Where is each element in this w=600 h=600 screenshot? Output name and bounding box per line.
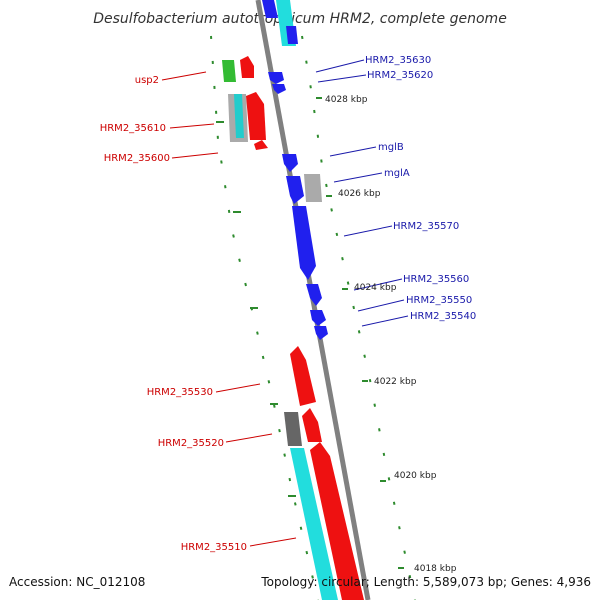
left-tick-track [210,35,319,600]
gene-hrm2-35530 [290,346,316,406]
gene-mglb [282,154,298,172]
gene-rna [290,448,338,600]
leader-line [171,152,219,159]
leader-line [161,71,207,81]
leader-line [353,278,403,291]
gene-hrm2-35570 [292,206,316,280]
gene-label: HRM2_35540 [410,311,476,322]
gene-hrm2-35600 [254,140,268,150]
gene-label: usp2 [135,75,159,86]
gene-label: mglB [378,142,404,153]
gene-hrm2-35540 [314,326,328,340]
major-ticks [216,97,404,569]
leader-line [361,315,409,327]
gene-label: HRM2_35520 [158,438,224,449]
left-leader-lines [161,71,297,547]
leader-line [357,299,405,312]
leader-line [333,172,383,183]
leader-line [343,225,393,237]
gene-label: HRM2_35630 [365,55,431,66]
gene-label: HRM2_35510 [181,542,247,553]
gene-label: HRM2_35560 [403,274,469,285]
gene-reverse [286,26,298,44]
accession-text: Accession: NC_012108 [9,575,145,589]
gene-other [304,174,322,202]
map-title: Desulfobacterium autotrophicum HRM2, com… [93,11,507,27]
leader-line [315,59,365,73]
gene-label: HRM2_35550 [406,295,472,306]
leader-line [215,383,261,393]
right-genes-upper [268,72,328,340]
gene-hrm2-35630 [268,72,284,84]
gene-label: mglA [384,168,410,179]
right-leader-lines [315,59,409,327]
gene-label: HRM2_35570 [393,221,459,232]
gene-rna [234,94,244,138]
right-labels: HRM2_35630 HRM2_35620 mglB mglA HRM2_355… [365,55,476,322]
gene-hrm2-35520 [302,408,322,442]
left-labels: usp2 HRM2_35610 HRM2_35600 HRM2_35530 HR… [100,75,247,553]
left-genes-upper [222,56,268,150]
top-genes [262,0,298,46]
gene-forward [240,56,254,78]
gene-hrm2-35560 [306,284,322,306]
gene-label: HRM2_35620 [367,70,433,81]
gene-label: HRM2_35610 [100,123,166,134]
gene-reverse [262,0,278,18]
gene-mgla [286,176,304,204]
gene-hrm2-35610 [246,92,266,140]
lower-genes [284,346,364,600]
gene-usp2 [222,60,236,82]
leader-line [169,123,215,129]
position-label: 4020 kbp [394,471,437,481]
position-label: 4026 kbp [338,189,381,199]
leader-line [329,146,377,157]
gene-hrm2-35620 [272,84,286,94]
topology-text: Topology: circular; Length: 5,589,073 bp… [260,575,591,589]
gene-hrm2-35550 [310,310,326,326]
leader-line [225,433,273,443]
gene-label: HRM2_35600 [104,153,170,164]
position-label: 4024 kbp [354,283,397,293]
leader-line [249,537,297,547]
position-label: 4018 kbp [414,564,457,574]
gene-label: HRM2_35530 [147,387,213,398]
gene-hrm2-35510 [310,442,364,600]
position-label: 4028 kbp [325,95,368,105]
position-labels: 4028 kbp 4026 kbp 4024 kbp 4022 kbp 4020… [325,95,457,574]
position-label: 4022 kbp [374,377,417,387]
gene-other [284,412,302,446]
leader-line [317,74,367,83]
